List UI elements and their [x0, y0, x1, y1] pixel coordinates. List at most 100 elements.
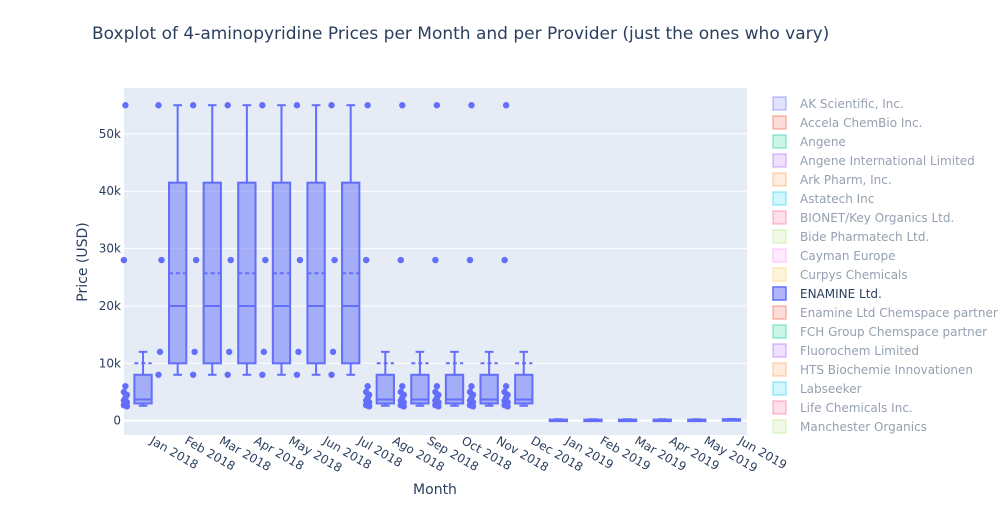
- legend-item[interactable]: Angene International Limited: [772, 153, 975, 168]
- box-sep-2018[interactable]: [397, 102, 430, 410]
- legend-swatch: [772, 115, 787, 130]
- box-apr-2019[interactable]: [652, 418, 672, 423]
- outlier-point: [362, 388, 370, 396]
- legend-item[interactable]: HTS Biochemie Innovationen: [772, 362, 973, 377]
- legend-swatch: [772, 248, 787, 263]
- legend-item[interactable]: Astatech Inc: [772, 191, 874, 206]
- outlier-point: [296, 256, 304, 264]
- box-jun-2018[interactable]: [293, 102, 326, 378]
- outlier-point: [364, 383, 371, 390]
- y-tick-label: 0: [113, 414, 121, 428]
- legend-item[interactable]: Bide Pharmatech Ltd.: [772, 229, 929, 244]
- y-tick-label: 20k: [99, 299, 121, 313]
- legend-item[interactable]: Life Chemicals Inc.: [772, 400, 913, 415]
- legend-label: Bide Pharmatech Ltd.: [800, 230, 929, 244]
- outlier-point: [122, 383, 129, 390]
- legend-item[interactable]: ENAMINE Ltd.: [772, 286, 882, 301]
- outlier-point: [364, 102, 371, 109]
- legend-label: Enamine Ltd Chemspace partner: [800, 306, 998, 320]
- outlier-point: [189, 102, 197, 109]
- outlier-point: [397, 256, 404, 264]
- legend-item[interactable]: AK Scientific, Inc.: [772, 96, 904, 111]
- outlier-point: [260, 348, 268, 356]
- outlier-point: [328, 102, 335, 109]
- legend-item[interactable]: Accela ChemBio Inc.: [772, 115, 922, 130]
- box-oct-2018[interactable]: [432, 102, 465, 410]
- outlier-point: [226, 348, 233, 356]
- legend-item[interactable]: Ark Pharm, Inc.: [772, 172, 892, 187]
- box-jul-2018[interactable]: [328, 102, 361, 378]
- box-jun-2019[interactable]: [721, 417, 742, 422]
- outlier-point: [433, 383, 441, 390]
- legend-swatch: [772, 286, 787, 301]
- legend-item[interactable]: FCH Group Chemspace partner: [772, 324, 987, 339]
- box-feb-2019[interactable]: [583, 418, 603, 423]
- legend-label: FCH Group Chemspace partner: [800, 325, 987, 339]
- outlier-point: [397, 388, 404, 396]
- box-body: [444, 373, 465, 405]
- outlier-point: [189, 371, 197, 378]
- legend-swatch: [772, 305, 787, 320]
- legend-swatch: [772, 400, 787, 415]
- outlier-point: [329, 348, 337, 356]
- box-body: [133, 373, 153, 405]
- outlier-point: [224, 102, 231, 109]
- x-axis-title: Month: [413, 482, 457, 498]
- outlier-point: [259, 371, 266, 378]
- box-jan-2019[interactable]: [548, 418, 569, 423]
- legend-swatch: [772, 324, 787, 339]
- legend-swatch: [772, 419, 787, 434]
- box-body: [375, 373, 395, 405]
- y-tick-label: 10k: [99, 356, 121, 370]
- box-jan-2018[interactable]: [120, 102, 153, 410]
- legend-swatch: [772, 191, 787, 206]
- legend-label: BIONET/Key Organics Ltd.: [800, 211, 954, 225]
- outlier-point: [192, 256, 200, 264]
- legend[interactable]: AK Scientific, Inc. Accela ChemBio Inc. An…: [772, 96, 998, 434]
- outlier-point: [293, 102, 301, 109]
- outlier-point: [155, 102, 162, 109]
- outlier-point: [158, 256, 165, 264]
- outlier-point: [362, 256, 370, 264]
- box-body: [514, 373, 534, 405]
- legend-swatch: [772, 343, 787, 358]
- outlier-point: [468, 383, 475, 390]
- box-may-2018[interactable]: [259, 102, 292, 378]
- chart-title: Boxplot of 4-aminopyridine Prices per Mo…: [92, 24, 829, 44]
- legend-swatch: [772, 381, 787, 396]
- legend-item[interactable]: Curpys Chemicals: [772, 267, 908, 282]
- outlier-point: [120, 388, 128, 396]
- outlier-point: [259, 102, 266, 109]
- outlier-point: [432, 256, 439, 264]
- box-mar-2018[interactable]: [189, 102, 222, 378]
- box-feb-2018[interactable]: [155, 102, 188, 378]
- y-tick-label: 30k: [99, 242, 121, 256]
- legend-label: Ark Pharm, Inc.: [800, 173, 892, 187]
- outlier-point: [293, 371, 301, 378]
- box-apr-2018[interactable]: [224, 102, 257, 378]
- legend-label: ENAMINE Ltd.: [800, 287, 882, 301]
- legend-swatch: [772, 172, 787, 187]
- legend-swatch: [772, 362, 787, 377]
- legend-swatch: [772, 134, 787, 149]
- outlier-point: [502, 102, 510, 109]
- legend-item[interactable]: Angene: [772, 134, 846, 149]
- legend-item[interactable]: Fluorochem Limited: [772, 343, 919, 358]
- legend-label: Life Chemicals Inc.: [800, 401, 913, 415]
- box-may-2019[interactable]: [687, 418, 707, 423]
- box-dec-2018[interactable]: [501, 102, 534, 410]
- legend-label: Angene International Limited: [800, 154, 975, 168]
- legend-item[interactable]: Manchester Organics: [772, 419, 927, 434]
- legend-swatch: [772, 267, 787, 282]
- box-ago-2018[interactable]: [362, 102, 395, 410]
- box-mar-2019[interactable]: [617, 418, 638, 423]
- y-tick-label: 50k: [99, 127, 121, 141]
- legend-item[interactable]: BIONET/Key Organics Ltd.: [772, 210, 954, 225]
- legend-item[interactable]: Cayman Europe: [772, 248, 896, 263]
- box-nov-2018[interactable]: [466, 102, 499, 410]
- legend-item[interactable]: Labseeker: [772, 381, 862, 396]
- outlier-point: [501, 256, 508, 264]
- legend-item[interactable]: Enamine Ltd Chemspace partner: [772, 305, 998, 320]
- legend-label: Accela ChemBio Inc.: [800, 116, 922, 130]
